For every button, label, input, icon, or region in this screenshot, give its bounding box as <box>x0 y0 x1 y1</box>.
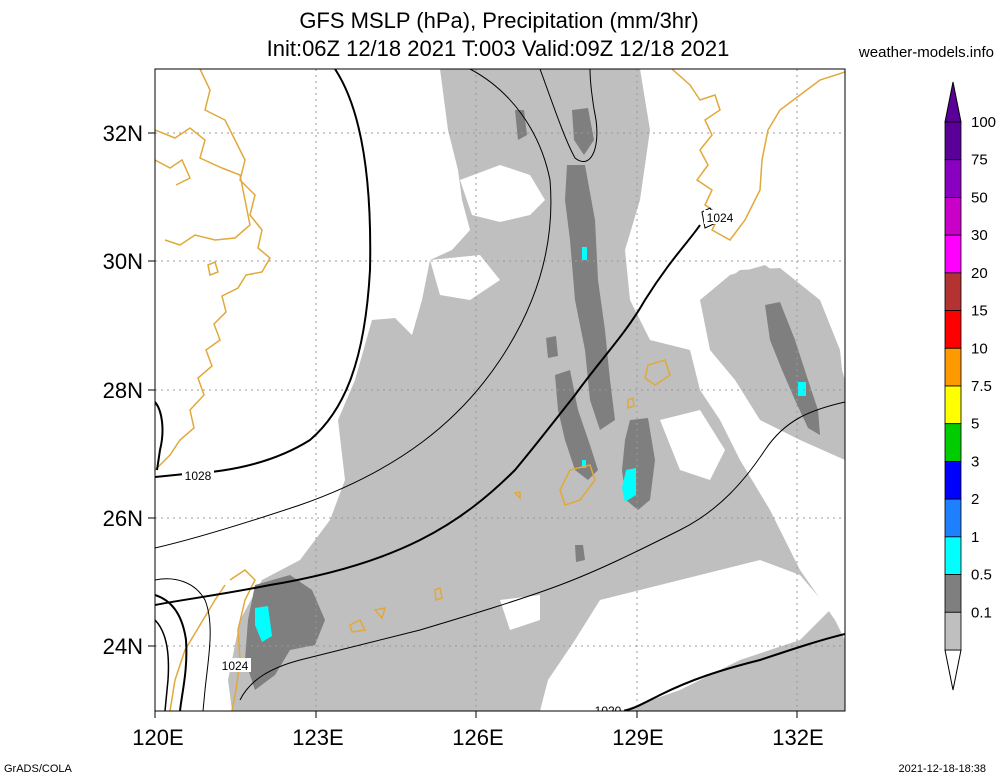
precip-gaps <box>430 165 830 711</box>
legend-label: 0.1 <box>971 604 992 621</box>
lat-label: 32N <box>103 121 143 146</box>
isobar-label: 1028 <box>185 469 212 483</box>
legend-swatch <box>944 385 962 425</box>
legend-labels: 100 75 50 30 20 15 10 7.5 5 3 2 1 0.5 0.1 <box>971 114 996 621</box>
legend-swatch <box>944 498 962 538</box>
legend-label: 1 <box>971 529 979 546</box>
lon-label: 132E <box>772 725 823 750</box>
isobar-labels: 1024 1028 1024 1020 <box>182 210 736 718</box>
lat-labels: 32N 30N 28N 26N 24N <box>103 121 143 659</box>
legend-label: 15 <box>971 303 988 320</box>
legend-swatch <box>944 272 962 311</box>
precip-cyan <box>255 247 806 642</box>
legend-swatch <box>944 574 962 613</box>
lat-label: 24N <box>103 634 143 659</box>
coastlines <box>155 69 845 711</box>
lon-label: 126E <box>452 725 503 750</box>
legend-swatch <box>944 234 962 274</box>
lat-label: 30N <box>103 249 143 274</box>
legend-swatch <box>944 310 962 349</box>
site-credit: weather-models.info <box>858 44 994 61</box>
lon-label: 129E <box>612 725 663 750</box>
isobar-label: 1020 <box>595 704 622 718</box>
software-credit: GrADS/COLA <box>4 763 72 775</box>
legend-label: 5 <box>971 416 979 433</box>
legend-swatch <box>944 197 962 236</box>
legend-label: 3 <box>971 453 979 470</box>
legend-bottom-arrow <box>944 649 962 691</box>
isobar-label: 1024 <box>707 211 734 225</box>
legend-swatches <box>944 121 962 651</box>
isobar-label-box <box>592 704 624 711</box>
axis-ticks <box>148 132 798 718</box>
lat-label: 26N <box>103 506 143 531</box>
legend-swatch <box>944 536 962 575</box>
lon-label: 120E <box>132 725 183 750</box>
isobars <box>155 69 845 711</box>
legend-swatch <box>944 159 962 198</box>
isobar-label-box <box>219 658 251 672</box>
legend-label: 10 <box>971 340 988 357</box>
chart-title: GFS MSLP (hPa), Precipitation (mm/3hr) <box>299 8 699 33</box>
legend-swatch <box>944 461 962 500</box>
legend-swatch <box>944 121 962 161</box>
lon-label: 123E <box>292 725 343 750</box>
legend-label: 7.5 <box>971 378 992 395</box>
lon-labels: 120E 123E 126E 129E 132E <box>132 725 823 750</box>
legend-swatch <box>944 423 962 462</box>
render-timestamp: 2021-12-18-18:38 <box>898 763 986 775</box>
legend-swatch <box>944 347 962 387</box>
legend-label: 75 <box>971 152 988 169</box>
isobar-label: 1024 <box>222 659 249 673</box>
legend-label: 100 <box>971 114 996 131</box>
chart-subtitle: Init:06Z 12/18 2021 T:003 Valid:09Z 12/1… <box>266 36 730 61</box>
lat-label: 28N <box>103 378 143 403</box>
legend-label: 30 <box>971 227 988 244</box>
isobar-label-box <box>704 210 736 224</box>
legend-label: 20 <box>971 265 988 282</box>
legend-label: 0.5 <box>971 567 992 584</box>
isobar-label-box <box>182 468 214 482</box>
map-plot-area: 1024 1028 1024 1020 <box>155 69 845 718</box>
legend-swatch <box>944 611 962 651</box>
precip-legend: 100 75 50 30 20 15 10 7.5 5 3 2 1 0.5 0.1 <box>944 81 996 691</box>
lat-lon-grid <box>155 69 845 711</box>
legend-label: 50 <box>971 189 988 206</box>
legend-top-arrow <box>944 81 962 123</box>
legend-label: 2 <box>971 491 979 508</box>
